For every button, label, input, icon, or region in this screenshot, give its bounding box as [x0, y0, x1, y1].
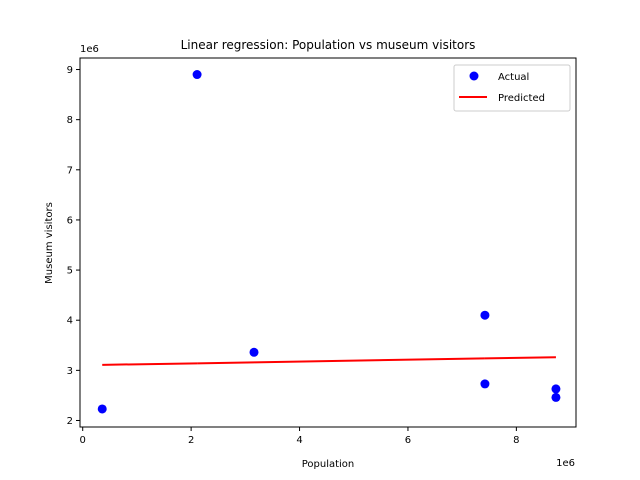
- data-point-actual: [480, 310, 490, 320]
- x-axis-label: Population: [302, 459, 355, 470]
- x-tick-label: 8: [513, 435, 519, 446]
- y-tick-label: 5: [67, 266, 73, 277]
- y-tick-label: 8: [67, 115, 73, 126]
- data-point-actual: [480, 379, 490, 389]
- x-tick-label: 0: [80, 435, 86, 446]
- y-axis: 2 3 4 5 6 7 8 9: [67, 65, 80, 427]
- y-tick-label: 9: [67, 65, 73, 76]
- x-axis-offset-label: 1e6: [556, 458, 575, 469]
- x-tick-label: 2: [188, 435, 194, 446]
- data-point-actual: [551, 384, 561, 394]
- series-line-segment-predicted: [197, 361, 255, 365]
- plot-area: [79, 57, 577, 428]
- y-axis-offset-label: 1e6: [80, 44, 99, 55]
- series-line-segment-predicted: [102, 362, 198, 366]
- y-tick-label: 3: [67, 366, 73, 377]
- data-point-actual: [551, 392, 561, 402]
- y-tick-label: 2: [67, 416, 73, 427]
- series-line-segment-predicted: [484, 356, 556, 360]
- y-tick-label: 4: [67, 316, 73, 327]
- plot-background: [80, 58, 576, 427]
- legend-box: [453, 64, 571, 112]
- y-tick-label: 6: [67, 215, 73, 226]
- chart-title: Linear regression: Population vs museum …: [181, 38, 476, 52]
- data-point-actual: [192, 70, 202, 80]
- legend-marker-actual: [469, 71, 479, 81]
- y-tick-label: 7: [67, 165, 73, 176]
- data-point-actual: [97, 404, 107, 414]
- data-point-actual: [249, 347, 259, 357]
- legend-label-predicted: Predicted: [498, 93, 545, 104]
- series-line-segment-predicted: [253, 357, 485, 364]
- legend: Actual Predicted: [453, 64, 571, 112]
- plot-frame: [79, 57, 577, 428]
- legend-label-actual: Actual: [498, 72, 529, 83]
- x-tick-label: 4: [296, 435, 302, 446]
- y-axis-label: Museum visitors: [44, 202, 55, 284]
- x-tick-label: 6: [405, 435, 411, 446]
- x-axis: 0 2 4 6 8: [80, 427, 520, 446]
